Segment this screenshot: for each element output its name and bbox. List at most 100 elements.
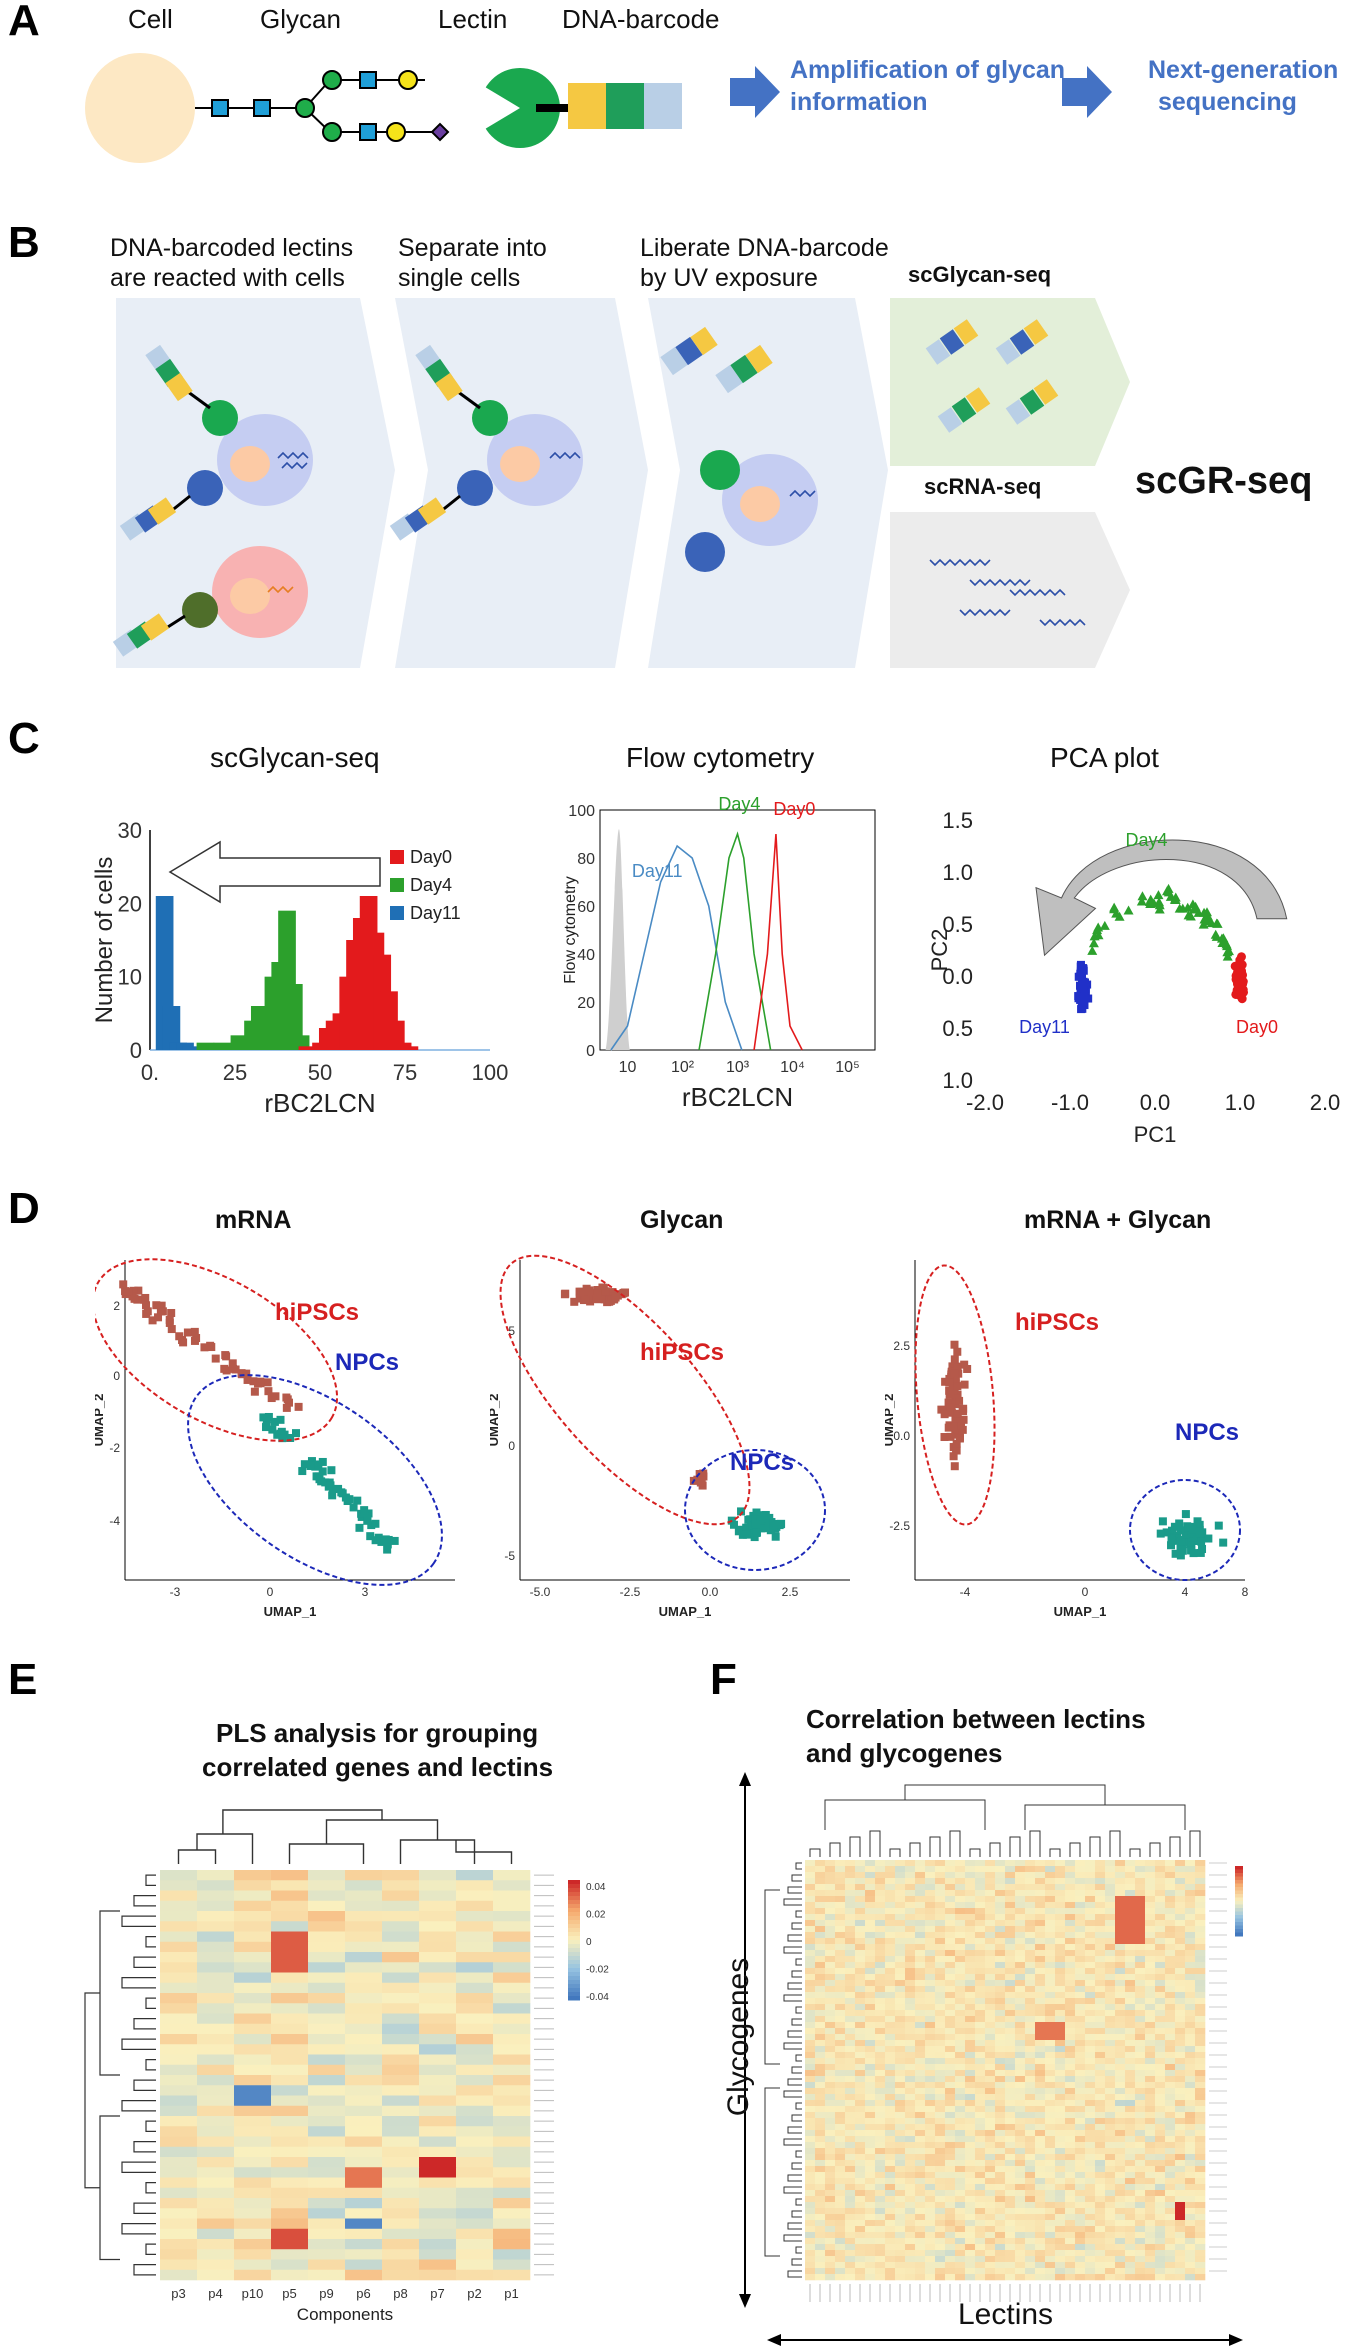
corr-heatmap-cell bbox=[1175, 2232, 1186, 2239]
corr-heatmap-cell bbox=[945, 2238, 956, 2245]
corr-heatmap-cell bbox=[1045, 1866, 1056, 1873]
corr-heatmap-cell bbox=[1125, 1872, 1136, 1879]
corr-heatmap-cell bbox=[995, 1962, 1006, 1969]
corr-heatmap-cell bbox=[1175, 2178, 1186, 2185]
pls-heatmap-cell bbox=[493, 2146, 531, 2158]
corr-heatmap-cell bbox=[865, 2004, 876, 2011]
corr-heatmap-cell bbox=[955, 2250, 966, 2257]
corr-heatmap-cell bbox=[845, 2172, 856, 2179]
corr-heatmap-cell bbox=[925, 2178, 936, 2185]
corr-heatmap-cell bbox=[835, 1872, 846, 1879]
corr-heatmap-cell bbox=[1185, 1914, 1196, 1921]
pls-heatmap-cell bbox=[456, 2198, 494, 2209]
corr-heatmap-cell bbox=[1045, 1962, 1056, 1969]
corr-heatmap-cell bbox=[1135, 1938, 1146, 1945]
corr-heatmap-cell bbox=[1145, 2148, 1156, 2155]
corr-heatmap-cell bbox=[1045, 1878, 1056, 1885]
corr-heatmap-cell bbox=[1065, 2070, 1076, 2077]
corr-heatmap-cell bbox=[1015, 2160, 1026, 2167]
corr-heatmap-cell bbox=[945, 1926, 956, 1933]
corr-heatmap-cell bbox=[1025, 2010, 1036, 2017]
corr-heatmap-cell bbox=[925, 1986, 936, 1993]
corr-heatmap-cell bbox=[875, 2118, 886, 2125]
pls-heatmap-cell bbox=[308, 2218, 346, 2230]
corr-heatmap-cell bbox=[945, 1914, 956, 1921]
pls-heatmap-cell bbox=[271, 1972, 309, 1984]
corr-heatmap-cell bbox=[1065, 1908, 1076, 1915]
pls-heatmap-cell bbox=[271, 2157, 309, 2168]
corr-heatmap-cell bbox=[1115, 1860, 1126, 1867]
corr-heatmap-cell bbox=[985, 2256, 996, 2263]
corr-heatmap-cell bbox=[1025, 2196, 1036, 2203]
corr-heatmap-cell bbox=[1025, 1896, 1036, 1903]
npc-point bbox=[751, 1520, 760, 1529]
corr-heatmap-cell bbox=[1015, 2274, 1026, 2281]
corr-heatmap-cell bbox=[1195, 2274, 1206, 2281]
npc-point bbox=[1197, 1537, 1206, 1546]
pls-heatmap-cell bbox=[493, 2034, 531, 2045]
corr-heatmap-cell bbox=[805, 1860, 816, 1867]
pls-heatmap-cell bbox=[271, 1982, 309, 1994]
corr-heatmap-cell bbox=[1085, 1986, 1096, 1993]
corr-heatmap-cell bbox=[1175, 2070, 1186, 2077]
corr-heatmap-cell bbox=[1055, 2058, 1066, 2065]
corr-heatmap-cell bbox=[1085, 2064, 1096, 2071]
pls-heatmap-cell bbox=[456, 2239, 494, 2250]
corr-heatmap-cell bbox=[1125, 1992, 1136, 1999]
pls-heatmap-cell bbox=[308, 1993, 346, 2004]
pca-point-day4 bbox=[1136, 896, 1147, 906]
corr-heatmap-cell bbox=[985, 1992, 996, 1999]
corr-heatmap-cell bbox=[985, 2208, 996, 2215]
hist-bar-day0 bbox=[298, 1046, 317, 1050]
corr-heatmap-cell bbox=[885, 2220, 896, 2227]
corr-heatmap-cell bbox=[1095, 2004, 1106, 2011]
corr-heatmap-cell bbox=[865, 2172, 876, 2179]
corr-heatmap-cell bbox=[1145, 2208, 1156, 2215]
corr-heatmap-cell bbox=[885, 2148, 896, 2155]
corr-heatmap-cell bbox=[905, 2268, 916, 2275]
corr-heatmap-cell bbox=[1045, 2148, 1056, 2155]
corr-heatmap-cell bbox=[895, 2154, 906, 2161]
corr-heatmap-cell bbox=[1095, 2100, 1106, 2107]
corr-heatmap-cell bbox=[1085, 2244, 1096, 2251]
corr-heatmap-cell bbox=[975, 1938, 986, 1945]
corr-heatmap-cell bbox=[1185, 2130, 1196, 2137]
hipsc-point bbox=[953, 1347, 962, 1356]
corr-heatmap-cell bbox=[1195, 1998, 1206, 2005]
corr-heatmap-cell bbox=[855, 2202, 866, 2209]
corr-heatmap-cell bbox=[1075, 1932, 1086, 1939]
corr-heatmap-cell bbox=[1195, 1974, 1206, 1981]
corr-heatmap-cell bbox=[1075, 2004, 1086, 2011]
pls-heatmap-cell bbox=[271, 2228, 309, 2240]
corr-heatmap-cell bbox=[1075, 1992, 1086, 1999]
corr-heatmap-cell bbox=[1095, 2154, 1106, 2161]
pls-heatmap-cell bbox=[456, 1993, 494, 2004]
corr-heatmap-cell bbox=[895, 2040, 906, 2047]
corr-heatmap-cell bbox=[1035, 1878, 1046, 1885]
corr-heatmap-cell bbox=[1065, 2016, 1076, 2023]
pca-point-day4 bbox=[1190, 901, 1201, 911]
corr-heatmap-cell bbox=[825, 1908, 836, 1915]
corr-heatmap-cell bbox=[975, 2214, 986, 2221]
corr-heatmap-cell bbox=[955, 2172, 966, 2179]
npc-point bbox=[383, 1540, 392, 1549]
panel-label-f: F bbox=[710, 1655, 737, 1704]
corr-heatmap-cell bbox=[1005, 2202, 1016, 2209]
corr-heatmap-cell bbox=[855, 2268, 866, 2275]
corr-heatmap-cell bbox=[1045, 2064, 1056, 2071]
corr-heatmap-cell bbox=[1175, 2028, 1186, 2035]
corr-heatmap-cell bbox=[1115, 2160, 1126, 2167]
corr-heatmap-cell bbox=[1155, 1884, 1166, 1891]
corr-heatmap-cell bbox=[995, 2250, 1006, 2257]
corr-heatmap-cell bbox=[1195, 2058, 1206, 2065]
corr-heatmap-cell bbox=[915, 2094, 926, 2101]
corr-heatmap-cell bbox=[1035, 2112, 1046, 2119]
corr-heatmap-cell bbox=[1025, 2046, 1036, 2053]
corr-heatmap-cell bbox=[1185, 2028, 1196, 2035]
corr-heatmap-cell bbox=[895, 2172, 906, 2179]
corr-heatmap-cell bbox=[1125, 2256, 1136, 2263]
corr-heatmap-cell bbox=[885, 1896, 896, 1903]
pca-point-day11 bbox=[1079, 981, 1088, 990]
corr-heatmap-cell bbox=[995, 2208, 1006, 2215]
corr-heatmap-cell bbox=[1175, 2202, 1186, 2209]
